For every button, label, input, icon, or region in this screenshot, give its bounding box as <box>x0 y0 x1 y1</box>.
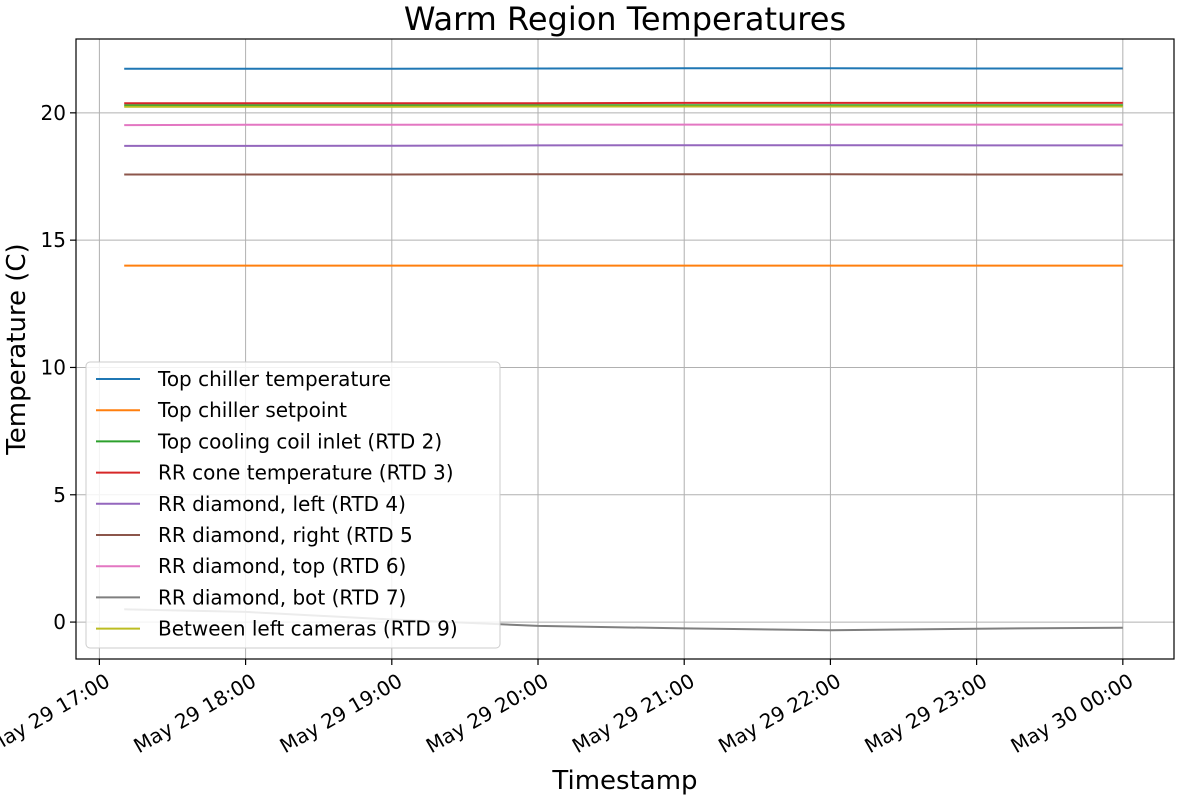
series-line-7 <box>124 123 1123 127</box>
legend-label: Top chiller temperature <box>157 367 391 391</box>
legend-label: RR diamond, left (RTD 4) <box>158 492 406 516</box>
legend: Top chiller temperature Top chiller setpo… <box>85 361 501 649</box>
y-tick-label: 0 <box>53 610 66 634</box>
plot-frame <box>75 38 1175 660</box>
legend-label: RR diamond, right (RTD 5 <box>158 523 413 547</box>
y-axis-ticks: 0 5 10 15 20 <box>41 101 76 634</box>
legend-items: Top chiller temperature Top chiller setpo… <box>96 367 458 641</box>
legend-label: RR cone temperature (RTD 3) <box>158 461 454 485</box>
legend-label: RR diamond, bot (RTD 7) <box>158 585 406 609</box>
y-tick-label: 20 <box>41 101 66 125</box>
legend-label: Top chiller setpoint <box>157 398 347 422</box>
y-axis-label: Temperature (C) <box>2 243 32 455</box>
y-tick-label: 10 <box>41 355 66 379</box>
legend-label: Between left cameras (RTD 9) <box>158 617 458 641</box>
legend-label: Top cooling coil inlet (RTD 2) <box>157 429 442 453</box>
series-line-5 <box>124 144 1123 147</box>
x-axis-label: Timestamp <box>551 766 697 796</box>
chart-title: Warm Region Temperatures <box>404 0 846 38</box>
legend-frame <box>85 361 501 649</box>
legend-label: RR diamond, top (RTD 6) <box>158 554 406 578</box>
series-line-1 <box>124 67 1123 70</box>
y-tick-label: 5 <box>53 483 66 507</box>
y-tick-label: 15 <box>41 228 66 252</box>
